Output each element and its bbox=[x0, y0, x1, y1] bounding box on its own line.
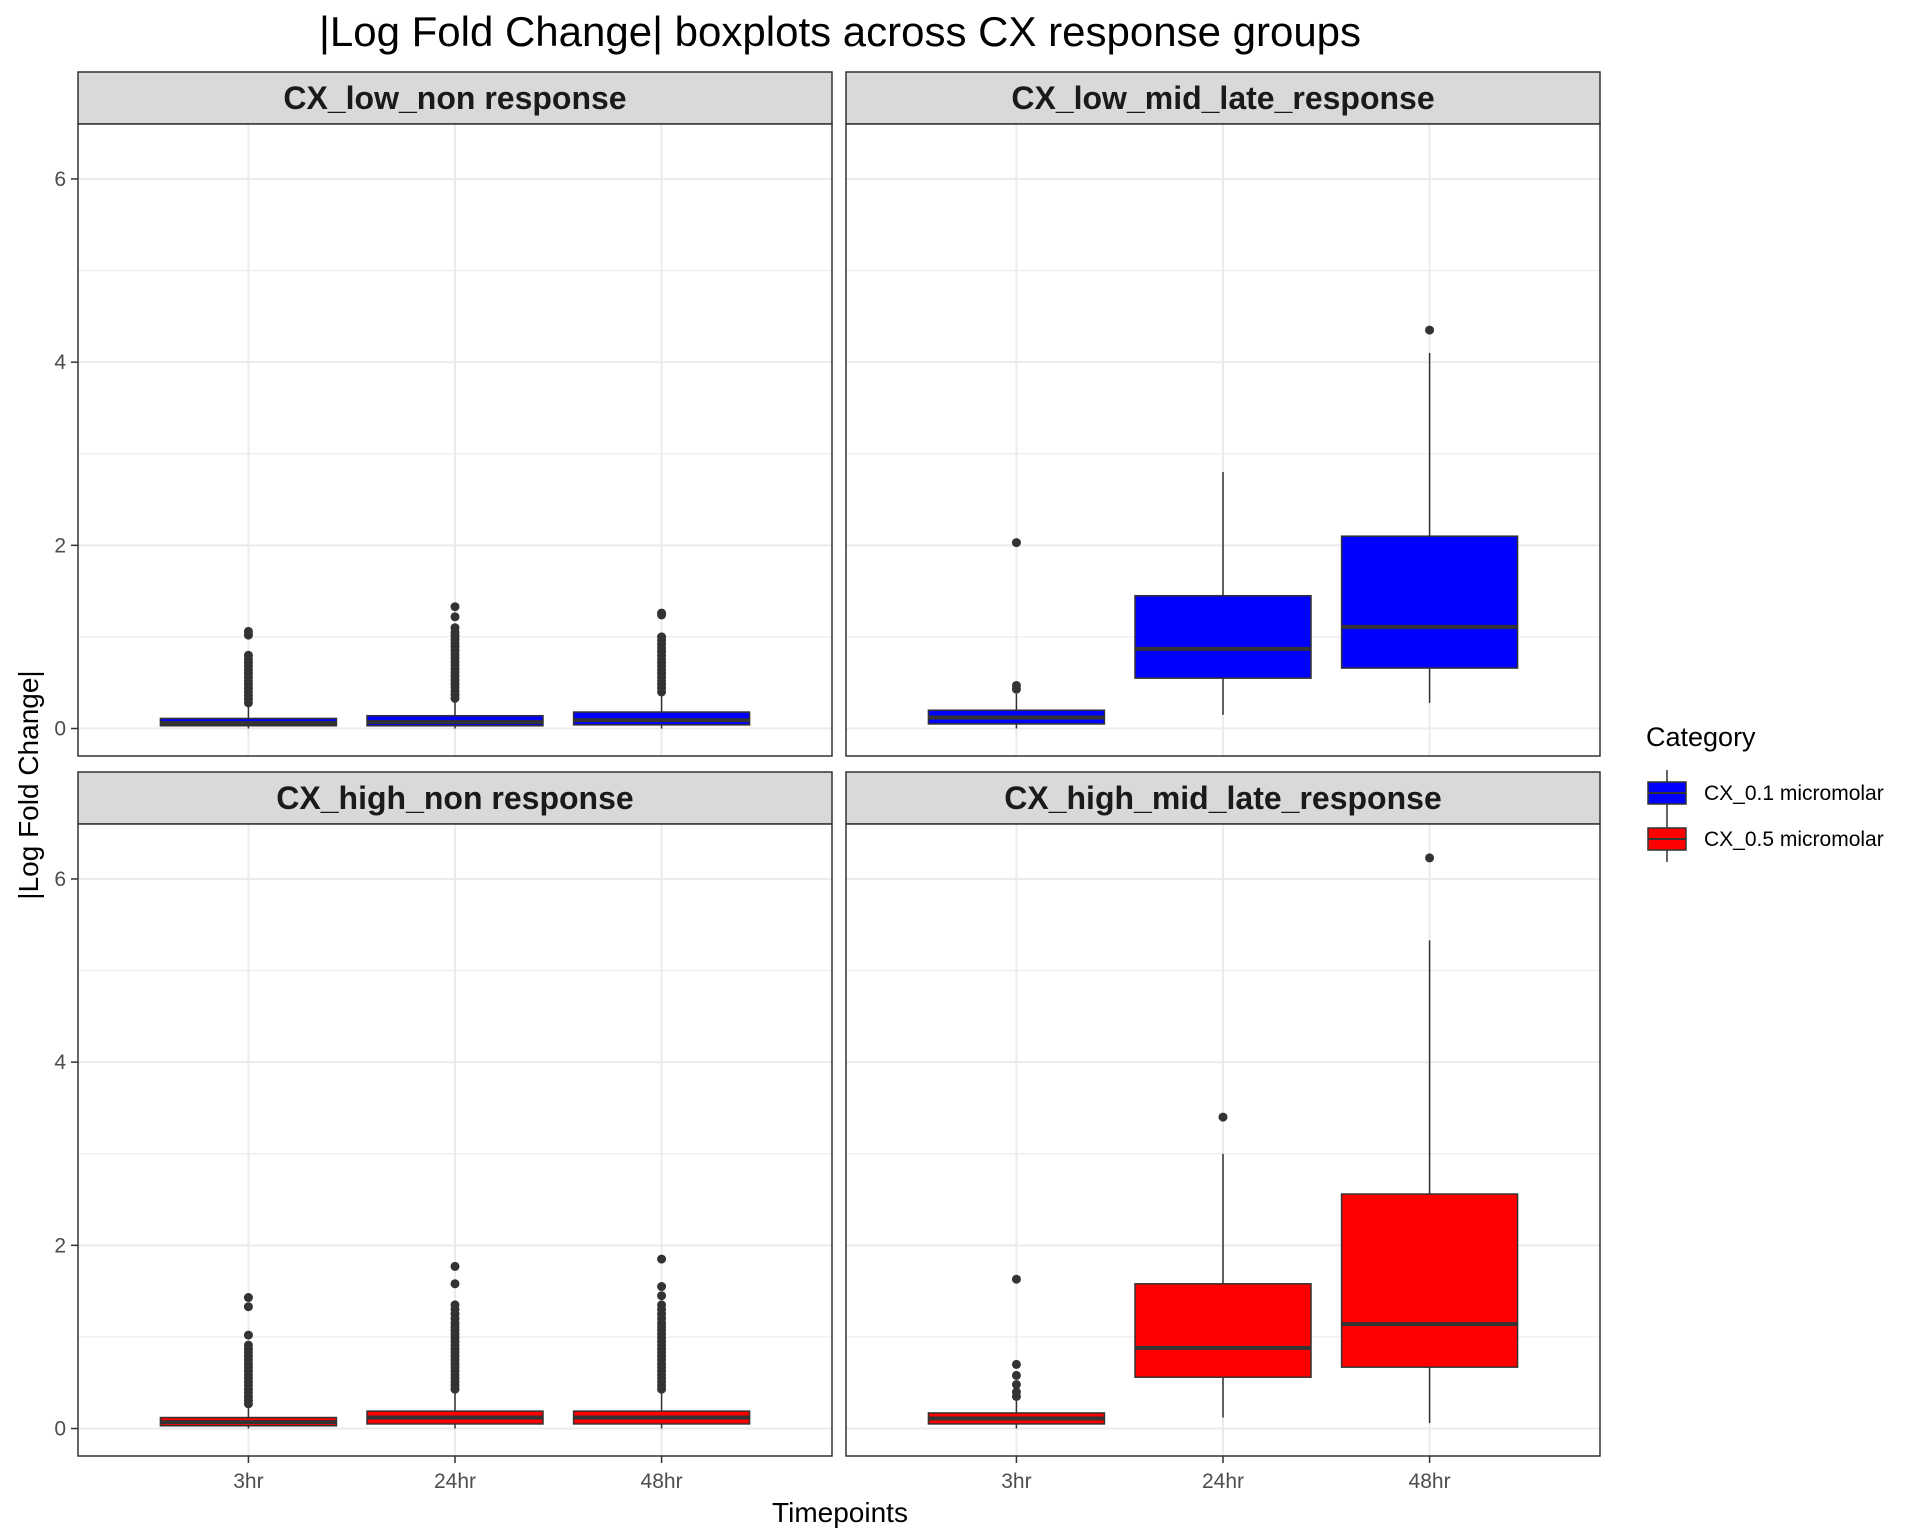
outlier-point bbox=[243, 626, 253, 636]
outlier-point bbox=[1425, 325, 1435, 335]
outlier-point bbox=[243, 650, 253, 660]
outlier-point bbox=[657, 1300, 667, 1310]
outlier-point bbox=[1425, 853, 1435, 863]
x-tick-label: 24hr bbox=[434, 1470, 476, 1493]
facet-strip-label: CX_low_non response bbox=[283, 80, 626, 116]
x-tick-label: 3hr bbox=[233, 1470, 263, 1493]
legend-label-2: CX_0.5 micromolar bbox=[1704, 828, 1884, 851]
facet-strip-cx-high-non-response bbox=[77, 771, 833, 825]
panel-border bbox=[77, 123, 833, 757]
outlier-point bbox=[1011, 1274, 1021, 1284]
outlier-point bbox=[450, 1300, 460, 1310]
outlier-point bbox=[1011, 1387, 1021, 1397]
facet-strip-label: CX_high_mid_late_response bbox=[1004, 780, 1441, 816]
outlier-point bbox=[1011, 538, 1021, 548]
facet-strip-cx-low-non-response bbox=[77, 71, 833, 125]
outlier-point bbox=[657, 1291, 667, 1301]
y-tick-label: 0 bbox=[54, 718, 66, 741]
outlier-point bbox=[450, 623, 460, 633]
y-tick-label: 2 bbox=[54, 1234, 66, 1257]
x-axis-title: Timepoints bbox=[772, 1497, 908, 1528]
outlier-point bbox=[657, 1282, 667, 1292]
outlier-point bbox=[450, 1279, 460, 1289]
facet-strip-label: CX_low_mid_late_response bbox=[1011, 80, 1434, 116]
facet-panels: CX_low_non response 0 2 4 6 CX_low_mid_late_r… bbox=[54, 71, 1601, 1493]
outlier-point bbox=[1011, 1370, 1021, 1380]
x-tick-label: 24hr bbox=[1202, 1470, 1244, 1493]
facet-strip-cx-high-mid-late-response bbox=[845, 771, 1601, 825]
outlier-point bbox=[1011, 680, 1021, 690]
box-cx-low-mid-late-response-48hr bbox=[1340, 535, 1519, 669]
box-cx-high-mid-late-response-24hr bbox=[1134, 1283, 1312, 1378]
outlier-point bbox=[450, 612, 460, 622]
outlier-point bbox=[1011, 1380, 1021, 1390]
y-tick-label: 4 bbox=[54, 351, 66, 374]
outlier-point bbox=[243, 1330, 253, 1340]
facet-strip-cx-low-mid-late-response bbox=[845, 71, 1601, 125]
box-cx-high-mid-late-response-48hr bbox=[1340, 1193, 1519, 1368]
legend: Category CX_0.1 micromolar CX_0.5 micromo… bbox=[1646, 722, 1884, 862]
outlier-point bbox=[657, 632, 667, 642]
x-tick-label: 48hr bbox=[1409, 1470, 1451, 1493]
outlier-point bbox=[243, 1302, 253, 1312]
outlier-point bbox=[1011, 1359, 1021, 1369]
y-axis-title: |Log Fold Change| bbox=[13, 670, 44, 899]
outlier-point bbox=[1218, 1112, 1228, 1122]
box-cx-low-mid-late-response-24hr bbox=[1134, 594, 1312, 679]
legend-title: Category bbox=[1646, 722, 1756, 752]
chart-title: |Log Fold Change| boxplots across CX res… bbox=[319, 8, 1361, 55]
outlier-point bbox=[657, 1254, 667, 1264]
outlier-point bbox=[450, 1261, 460, 1271]
panel-border bbox=[845, 123, 1601, 757]
y-tick-label: 2 bbox=[54, 534, 66, 557]
y-tick-label: 6 bbox=[54, 868, 66, 891]
legend-label-1: CX_0.1 micromolar bbox=[1704, 782, 1884, 805]
outlier-point bbox=[450, 602, 460, 612]
outlier-point bbox=[657, 608, 667, 618]
outlier-point bbox=[243, 1293, 253, 1303]
outlier-point bbox=[243, 1340, 253, 1350]
y-tick-label: 0 bbox=[54, 1418, 66, 1441]
y-tick-label: 4 bbox=[54, 1051, 66, 1074]
facet-strip-label: CX_high_non response bbox=[276, 780, 633, 816]
y-tick-label: 6 bbox=[54, 168, 66, 191]
x-tick-label: 48hr bbox=[641, 1470, 683, 1493]
x-tick-label: 3hr bbox=[1001, 1470, 1031, 1493]
